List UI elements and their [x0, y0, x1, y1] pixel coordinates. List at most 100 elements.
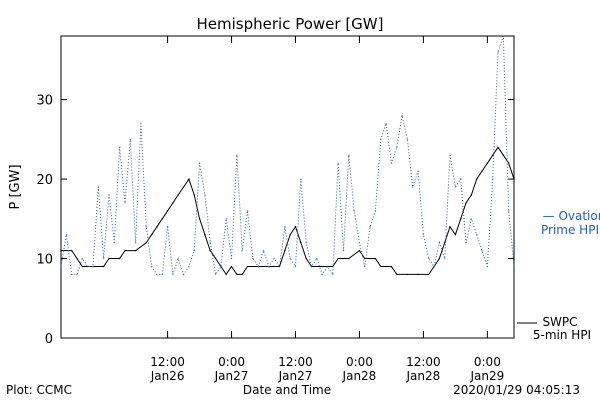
- series-0-point-51: [427, 273, 430, 276]
- legend-swpc-line2: 5-min HPI: [533, 328, 591, 342]
- plot-frame: [60, 35, 515, 339]
- series-0-point-56: [454, 233, 457, 236]
- series-1-point-31: [225, 218, 227, 220]
- series-0-point-1: [70, 249, 73, 252]
- series-1-point-70: [433, 265, 435, 268]
- series-1-point-32: [230, 257, 233, 260]
- y-tick-label-3: 30: [36, 94, 53, 109]
- series-0-point-61: [481, 170, 483, 172]
- series-layer: [60, 35, 515, 276]
- series-1-point-38: [262, 249, 265, 252]
- series-1-point-69: [427, 257, 430, 260]
- series-1-point-0: [60, 265, 62, 268]
- series-1-point-13: [129, 138, 132, 141]
- series-1-point-61: [385, 122, 387, 125]
- series-1-point-49: [321, 273, 323, 276]
- series-1-point-82: [497, 51, 499, 53]
- series-1-point-47: [310, 265, 313, 268]
- series-1-point-48: [316, 257, 318, 260]
- series-1-point-51: [332, 273, 334, 276]
- series-1-point-85: [513, 265, 515, 268]
- series-1-point-8: [102, 257, 105, 260]
- series-0-point-64: [497, 146, 499, 149]
- series-0-point-47: [390, 265, 393, 268]
- series-1-point-17: [150, 265, 153, 268]
- y-tick-label-2: 20: [36, 173, 53, 188]
- series-1-point-57: [364, 265, 366, 268]
- series-1-point-20: [166, 225, 169, 228]
- series-1-point-11: [118, 146, 121, 149]
- series-1-point-15: [140, 122, 142, 125]
- series-1-point-46: [305, 241, 308, 244]
- series-0-point-55: [449, 225, 451, 228]
- axis-ticks: 010203012:00Jan260:00Jan2712:00Jan270:00…: [36, 36, 514, 383]
- series-1-point-24: [188, 265, 190, 268]
- series-0-point-27: [236, 273, 238, 276]
- legend-ovation-line1: — Ovation: [543, 209, 600, 223]
- series-1-point-68: [422, 233, 425, 236]
- series-1-point-74: [454, 186, 457, 188]
- series-0-point-22: [209, 249, 211, 252]
- series-1-point-18: [156, 273, 158, 276]
- series-1-point-80: [486, 265, 489, 268]
- series-1-point-45: [300, 178, 302, 180]
- series-0-point-42: [348, 257, 350, 260]
- series-1-point-81: [491, 178, 494, 180]
- series-0-point-39: [321, 265, 323, 268]
- series-0-point-44: [364, 257, 366, 260]
- series-0-point-60: [475, 178, 478, 180]
- series-1-point-44: [294, 265, 297, 268]
- series-1-point-37: [257, 265, 260, 268]
- series-0-point-20: [198, 218, 201, 220]
- series-0-point-25: [225, 273, 227, 276]
- series-1-point-12: [124, 202, 126, 204]
- series-0-point-35: [294, 225, 297, 228]
- series-1-point-10: [113, 241, 116, 244]
- x-tick-date-3: Jan28: [342, 369, 377, 383]
- x-tick-date-1: Jan27: [214, 369, 249, 383]
- series-0-point-14: [166, 210, 169, 212]
- series-1-point-2: [70, 273, 73, 276]
- x-tick-time-5: 0:00: [474, 355, 501, 369]
- series-0-point-33: [284, 249, 286, 252]
- series-0-point-3: [81, 265, 84, 268]
- series-1-point-72: [443, 257, 446, 260]
- series-0-point-53: [438, 257, 441, 260]
- series-0-point-57: [459, 218, 462, 220]
- series-0-point-59: [470, 194, 473, 196]
- series-0-point-62: [486, 162, 489, 164]
- series-0-point-26: [230, 265, 233, 268]
- series-1-point-39: [268, 265, 270, 268]
- series-1-point-29: [214, 273, 217, 276]
- series-1-point-43: [289, 257, 292, 260]
- series-1-point-19: [161, 273, 164, 276]
- series-line-1: [60, 35, 515, 276]
- series-1-point-54: [348, 154, 350, 156]
- x-tick-date-4: Jan28: [406, 369, 441, 383]
- series-0-point-17: [182, 186, 185, 188]
- y-axis-label: P [GW]: [8, 164, 23, 209]
- series-1-point-4: [81, 257, 84, 260]
- series-0-point-8: [124, 249, 126, 252]
- series-1-point-63: [396, 146, 398, 149]
- series-1-point-42: [284, 225, 286, 228]
- series-0-point-2: [76, 257, 78, 260]
- series-0-point-6: [108, 257, 110, 260]
- x-tick-date-5: Jan29: [469, 369, 504, 383]
- series-0-point-67: [513, 178, 515, 180]
- series-1-point-36: [252, 257, 254, 260]
- series-0-point-15: [172, 202, 174, 204]
- series-0-point-18: [188, 178, 190, 180]
- series-0-point-43: [358, 249, 361, 252]
- series-1-point-59: [374, 210, 377, 212]
- series-0-point-13: [161, 218, 164, 220]
- series-0-point-37: [305, 257, 308, 260]
- series-0-point-36: [300, 241, 302, 244]
- series-0-point-48: [396, 273, 398, 276]
- series-1-point-77: [470, 218, 473, 220]
- series-0-point-12: [156, 225, 158, 228]
- series-0-point-19: [193, 194, 195, 196]
- series-1-point-33: [236, 154, 238, 156]
- series-1-point-79: [481, 249, 483, 252]
